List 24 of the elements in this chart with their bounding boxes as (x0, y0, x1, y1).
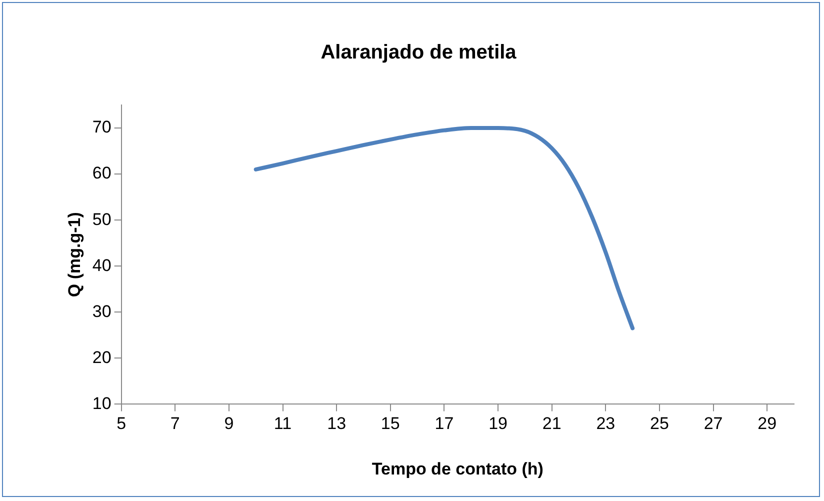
x-tick-label: 13 (327, 414, 346, 434)
x-tick-label: 11 (274, 414, 292, 434)
x-tick-label: 9 (224, 414, 234, 434)
chart-title: Alaranjado de metila (320, 42, 518, 64)
y-tick-label: 40 (92, 256, 112, 275)
x-tick-label: 15 (380, 414, 400, 434)
y-tick-label: 30 (92, 302, 112, 321)
y-tick-label: 70 (92, 118, 112, 137)
x-tick-label: 5 (116, 414, 126, 434)
y-tick-label: 10 (92, 394, 112, 413)
x-tick-label: 23 (596, 414, 616, 434)
x-axis-title: Tempo de contato (h) (372, 459, 544, 478)
x-tick-label: 19 (488, 414, 508, 434)
y-axis-title: Q (mg.g-1) (64, 212, 84, 298)
y-tick-label: 20 (92, 348, 112, 367)
x-tick-label: 21 (542, 414, 562, 434)
x-tick-label: 29 (758, 414, 777, 434)
y-tick-label: 60 (92, 164, 112, 183)
line-series (254, 126, 635, 330)
x-tick-label: 7 (170, 414, 180, 434)
x-tick-label: 17 (434, 414, 454, 434)
y-tick-label: 50 (92, 210, 112, 229)
x-tick-label: 25 (650, 414, 669, 434)
x-tick-label: 27 (704, 414, 723, 434)
